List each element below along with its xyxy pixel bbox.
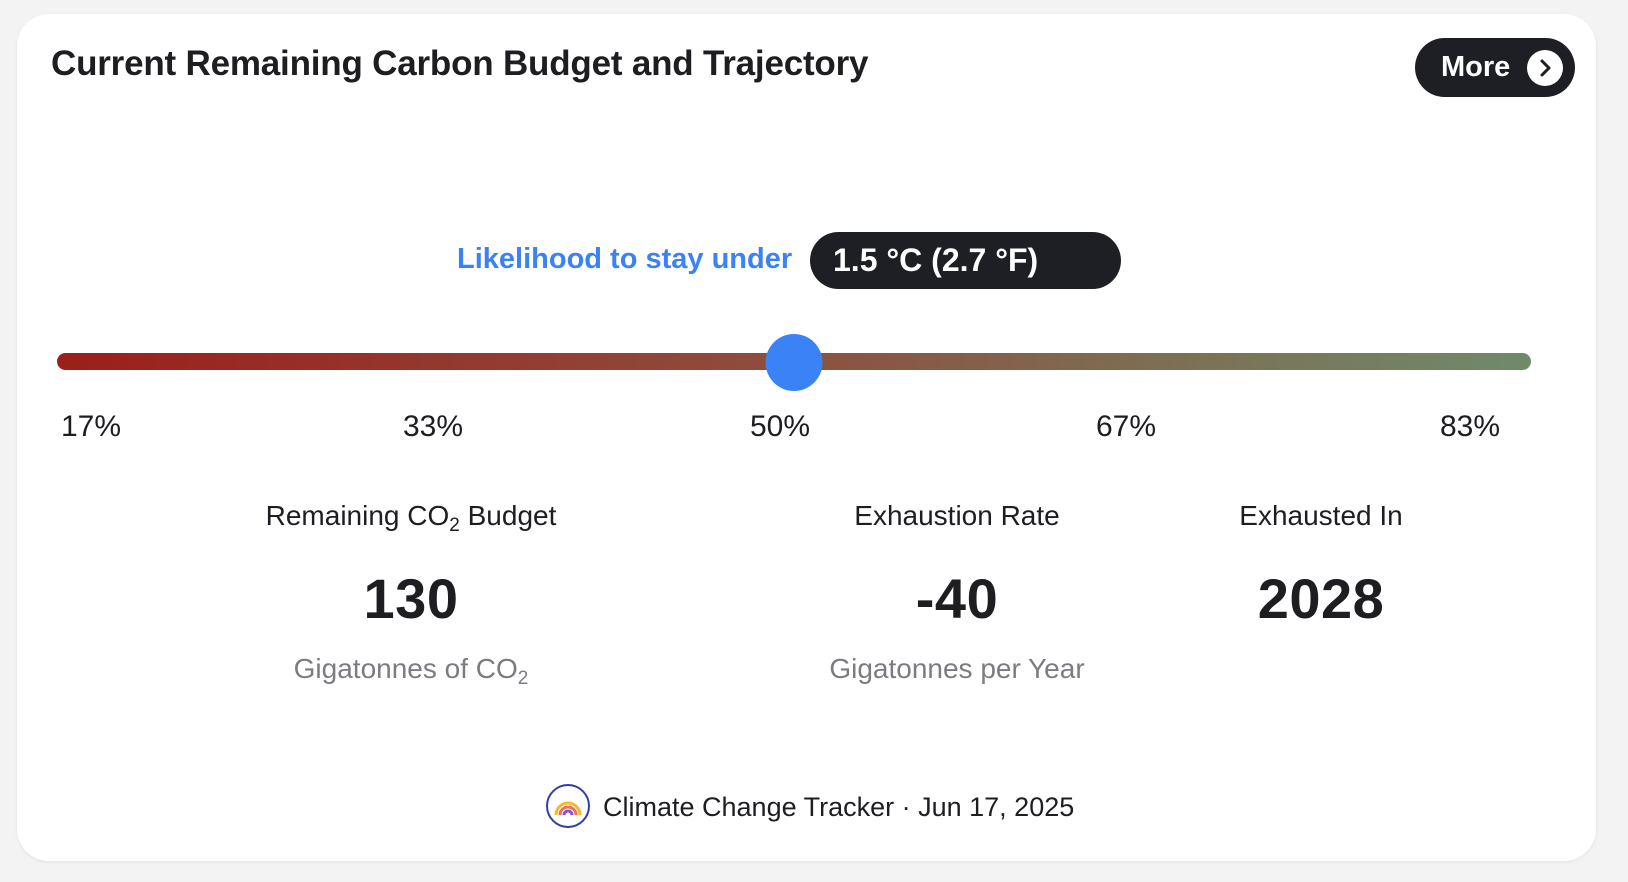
slider-tick-label[interactable]: 83%	[1439, 410, 1501, 443]
likelihood-row: Likelihood to stay under 1.5 °C (2.7 °F)	[0, 232, 1628, 290]
card-title: Current Remaining Carbon Budget and Traj…	[51, 44, 869, 83]
exhaustion-rate-label: Exhaustion Rate	[854, 500, 1060, 531]
exhaustion-rate-value: -40	[915, 567, 999, 630]
footer-source: Climate Change Tracker · Jun 17, 2025	[603, 792, 1075, 822]
remaining-budget-label: Remaining CO2 Budget	[265, 500, 557, 536]
likelihood-slider[interactable]	[57, 334, 1531, 391]
slider-tick-label[interactable]: 50%	[749, 410, 811, 443]
footer: Climate Change Tracker · Jun 17, 2025	[0, 784, 1628, 832]
carbon-budget-card: Current Remaining Carbon Budget and Traj…	[17, 14, 1596, 861]
slider-tick-label[interactable]: 33%	[402, 410, 464, 443]
likelihood-label: Likelihood to stay under	[457, 243, 793, 275]
remaining-budget-value: 130	[363, 567, 459, 630]
rainbow-logo-icon	[546, 784, 590, 828]
chevron-right-icon	[1527, 50, 1563, 86]
exhaustion-rate-unit: Gigatonnes per Year	[829, 653, 1085, 684]
exhausted-in-label: Exhausted In	[1239, 500, 1403, 531]
temperature-target-selector[interactable]: 1.5 °C (2.7 °F)	[810, 232, 1121, 289]
remaining-budget-stat: Remaining CO2 Budget 130 Gigatonnes of C…	[266, 500, 557, 690]
exhausted-in-value: 2028	[1257, 567, 1385, 630]
slider-tick-label[interactable]: 17%	[60, 410, 122, 443]
exhaustion-rate-stat: Exhaustion Rate -40 Gigatonnes per Year	[829, 500, 1084, 685]
more-button[interactable]: More	[1415, 38, 1575, 97]
slider-tick-label[interactable]: 67%	[1095, 410, 1157, 443]
slider-thumb[interactable]	[765, 334, 823, 391]
exhausted-in-stat: Exhausted In 2028	[1239, 500, 1402, 631]
more-button-label: More	[1441, 51, 1511, 83]
remaining-budget-unit: Gigatonnes of CO2	[293, 653, 529, 689]
